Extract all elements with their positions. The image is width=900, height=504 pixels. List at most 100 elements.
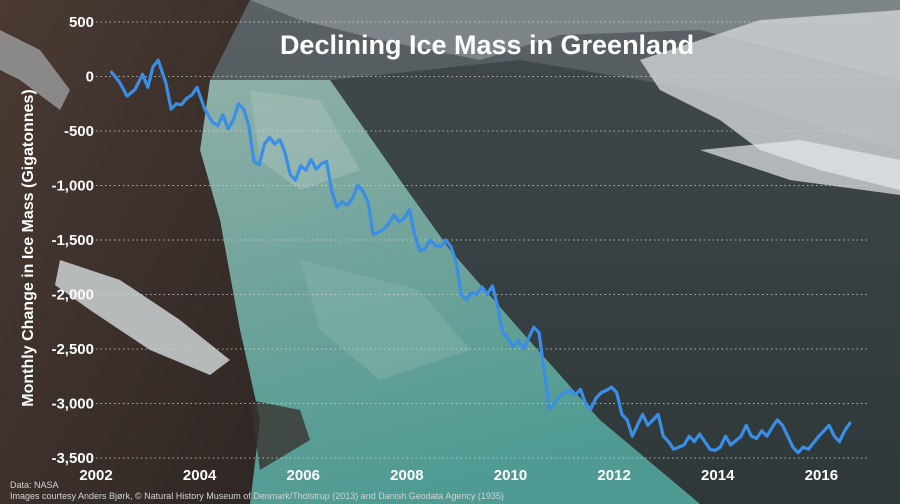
ice-mass-series-points xyxy=(110,59,852,454)
data-point xyxy=(387,222,390,225)
data-point xyxy=(294,178,297,182)
data-point xyxy=(185,97,188,100)
data-point xyxy=(714,449,717,452)
data-point xyxy=(465,298,468,302)
data-point xyxy=(258,163,261,166)
data-point xyxy=(672,448,675,451)
data-point xyxy=(729,443,732,447)
data-point xyxy=(325,160,328,163)
chart-title: Declining Ice Mass in Greenland xyxy=(280,30,694,60)
data-point xyxy=(776,418,779,422)
data-point xyxy=(309,158,313,161)
data-point xyxy=(807,448,810,451)
x-tick-label: 2004 xyxy=(183,467,217,484)
data-point xyxy=(667,440,670,443)
data-point xyxy=(423,247,427,250)
data-point xyxy=(169,108,173,111)
data-point xyxy=(496,304,499,307)
data-point xyxy=(848,421,852,425)
data-point xyxy=(141,73,144,76)
y-tick-label: 0 xyxy=(86,69,94,86)
data-point xyxy=(491,284,494,287)
data-point xyxy=(703,440,706,443)
data-point xyxy=(304,169,307,172)
ice-mass-series-line xyxy=(109,58,852,455)
data-point xyxy=(802,445,805,449)
data-point xyxy=(724,435,727,438)
data-point xyxy=(708,448,712,451)
data-point xyxy=(157,59,160,62)
data-point xyxy=(838,440,841,443)
data-point xyxy=(662,435,665,438)
data-point xyxy=(568,389,572,392)
image-credit-note: Images courtesy Anders Bjørk, © Natural … xyxy=(10,491,504,501)
data-point xyxy=(574,393,577,396)
y-axis-ticks: 500 0 -500 -1,000 -1,500 -2,000 -2,500 -3,000 -3… xyxy=(51,14,94,467)
data-point xyxy=(594,396,598,400)
data-point xyxy=(843,429,846,432)
data-source-note: Data: NASA xyxy=(10,480,59,490)
data-point xyxy=(475,293,478,296)
data-point xyxy=(755,437,758,440)
data-point xyxy=(625,418,629,422)
data-point xyxy=(133,88,137,91)
data-point xyxy=(429,238,432,242)
data-point xyxy=(765,435,769,438)
data-point xyxy=(600,391,603,394)
data-point xyxy=(180,103,183,107)
data-point xyxy=(382,227,385,231)
data-point xyxy=(268,136,271,139)
data-point xyxy=(615,391,618,394)
data-point xyxy=(833,435,836,438)
data-point xyxy=(164,81,168,85)
data-point xyxy=(439,245,442,248)
data-point xyxy=(698,432,701,436)
data-point xyxy=(413,233,416,236)
data-point xyxy=(506,336,510,340)
x-tick-label: 2014 xyxy=(701,467,735,484)
data-point xyxy=(118,80,121,84)
y-tick-label: 500 xyxy=(69,14,94,31)
data-point xyxy=(346,203,349,207)
y-tick-label: -3,500 xyxy=(51,450,94,467)
data-point xyxy=(548,407,551,411)
data-point xyxy=(636,424,639,427)
x-tick-label: 2016 xyxy=(805,467,838,484)
data-point xyxy=(579,388,582,391)
data-point xyxy=(211,121,214,124)
data-point xyxy=(553,402,556,405)
data-point xyxy=(195,86,199,89)
data-point xyxy=(781,424,784,427)
data-point xyxy=(501,331,504,334)
data-point xyxy=(682,443,686,447)
data-point xyxy=(641,413,644,416)
data-point xyxy=(237,102,240,106)
data-point xyxy=(252,160,256,163)
data-point xyxy=(610,385,613,389)
data-point xyxy=(151,65,155,68)
data-point xyxy=(584,402,587,405)
data-point xyxy=(527,336,530,340)
data-point xyxy=(449,245,453,248)
data-point xyxy=(403,217,406,220)
data-point xyxy=(486,293,489,296)
data-point xyxy=(110,70,113,74)
data-point xyxy=(543,369,546,372)
data-point xyxy=(351,197,354,200)
data-point xyxy=(366,200,370,203)
x-tick-label: 2008 xyxy=(390,467,423,484)
data-point xyxy=(796,451,800,454)
data-point xyxy=(372,233,375,236)
y-tick-label: -1,500 xyxy=(51,232,94,249)
data-point xyxy=(822,429,826,432)
data-point xyxy=(760,429,763,432)
data-point xyxy=(750,435,753,438)
x-tick-label: 2002 xyxy=(79,467,112,484)
data-point xyxy=(125,94,129,98)
data-point xyxy=(517,339,520,342)
data-point xyxy=(340,200,344,203)
data-point xyxy=(589,407,592,411)
data-point xyxy=(397,220,401,223)
